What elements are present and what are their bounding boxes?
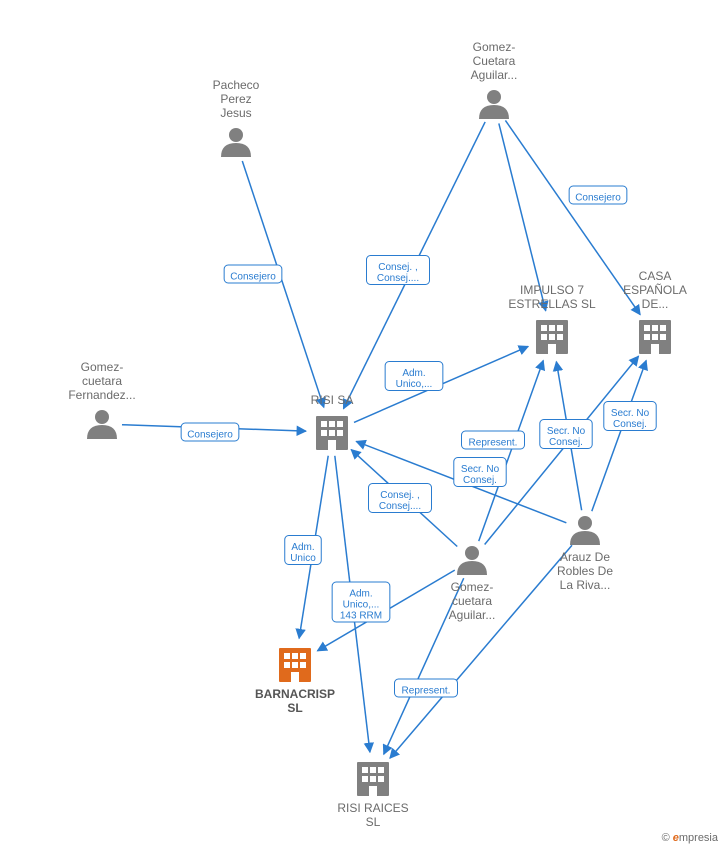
- node-arauz[interactable]: Arauz DeRobles DeLa Riva...: [557, 516, 613, 592]
- node-gomez_a_top[interactable]: Gomez-CuetaraAguilar...: [471, 40, 518, 119]
- edge-label-text: Consej. ,: [380, 490, 419, 501]
- edge-label-text: Adm.: [291, 542, 314, 553]
- edge-label-text: Secr. No: [461, 464, 500, 475]
- copyright-rest: mpresia: [679, 832, 718, 844]
- edge-label-text: Adm.: [402, 368, 425, 379]
- node-label: Gomez-: [473, 40, 516, 54]
- node-pacheco[interactable]: PachecoPerezJesus: [213, 78, 260, 157]
- person-icon[interactable]: [479, 90, 509, 119]
- node-label: ESTRELLAS SL: [508, 297, 596, 311]
- person-icon[interactable]: [87, 410, 117, 439]
- edge-label-text: 143 RRM: [340, 610, 382, 621]
- edge-label-text: Consejero: [575, 192, 621, 203]
- node-casa[interactable]: CASAESPAÑOLADE...: [623, 269, 687, 354]
- building-icon[interactable]: [316, 416, 348, 450]
- edge-label-text: Consej. ,: [378, 262, 417, 273]
- edge-label-text: Consejero: [187, 429, 233, 440]
- node-risi_raices[interactable]: RISI RAICESSL: [337, 762, 408, 829]
- node-barnacrisp[interactable]: BARNACRISPSL: [255, 648, 335, 715]
- node-label: SL: [287, 701, 302, 715]
- node-gomez_f[interactable]: Gomez-cuetaraFernandez...: [68, 360, 135, 439]
- node-label: Gomez-: [81, 360, 124, 374]
- edge-pacheco-risi: [242, 161, 324, 407]
- edge-label-text: Represent.: [469, 437, 518, 448]
- node-risi[interactable]: RISI SA: [311, 393, 354, 450]
- node-label: Gomez-: [451, 580, 494, 594]
- edge-label-text: Consej.: [463, 475, 497, 486]
- node-label: cuetara: [452, 594, 492, 608]
- building-icon[interactable]: [639, 320, 671, 354]
- node-gomez_a_bot[interactable]: Gomez-cuetaraAguilar...: [449, 546, 496, 622]
- edge-label-text: Adm.: [349, 588, 372, 599]
- node-label: cuetara: [82, 374, 122, 388]
- building-icon[interactable]: [536, 320, 568, 354]
- node-impulso[interactable]: IMPULSO 7ESTRELLAS SL: [508, 283, 596, 354]
- node-label: Aguilar...: [449, 608, 496, 622]
- edge-label-text: Consej....: [377, 273, 419, 284]
- node-label: CASA: [639, 269, 672, 283]
- edge-label-text: Consejero: [230, 271, 276, 282]
- node-label: RISI RAICES: [337, 801, 408, 815]
- person-icon[interactable]: [457, 546, 487, 575]
- edge-gomez_a_bot-impulso: [479, 360, 544, 541]
- edge-label-text: Consej....: [379, 501, 421, 512]
- node-label: DE...: [642, 297, 669, 311]
- building-icon[interactable]: [279, 648, 311, 682]
- network-graph: ConsejeroConsej. ,Consej....ConsejeroCon…: [0, 0, 728, 850]
- node-label: Pacheco: [213, 78, 260, 92]
- node-label: BARNACRISP: [255, 687, 335, 701]
- edge-label-text: Represent.: [402, 685, 451, 696]
- edge-arauz-casa: [592, 360, 646, 511]
- node-label: Aguilar...: [471, 68, 518, 82]
- node-label: Robles De: [557, 564, 613, 578]
- node-label: Fernandez...: [68, 388, 135, 402]
- edge-label-text: Secr. No: [547, 426, 586, 437]
- edge-label-text: Consej.: [613, 419, 647, 430]
- copyright: © empresia: [662, 832, 718, 844]
- edge-arauz-risi_raices: [390, 545, 572, 758]
- node-label: IMPULSO 7: [520, 283, 584, 297]
- building-icon[interactable]: [357, 762, 389, 796]
- node-label: Cuetara: [473, 54, 516, 68]
- edge-gomez_a_bot-casa: [485, 356, 639, 544]
- node-label: SL: [366, 815, 381, 829]
- node-label: RISI SA: [311, 393, 354, 407]
- person-icon[interactable]: [570, 516, 600, 545]
- node-label: Perez: [220, 92, 251, 106]
- edge-label-text: Unico,...: [396, 379, 433, 390]
- person-icon[interactable]: [221, 128, 251, 157]
- edge-label-text: Unico: [290, 553, 316, 564]
- copyright-symbol: ©: [662, 832, 670, 844]
- edge-label-text: Consej.: [549, 437, 583, 448]
- node-label: ESPAÑOLA: [623, 283, 687, 297]
- edge-label-text: Secr. No: [611, 408, 650, 419]
- node-label: Jesus: [220, 106, 251, 120]
- node-label: La Riva...: [560, 578, 611, 592]
- node-label: Arauz De: [560, 550, 610, 564]
- edge-label-text: Unico,...: [343, 599, 380, 610]
